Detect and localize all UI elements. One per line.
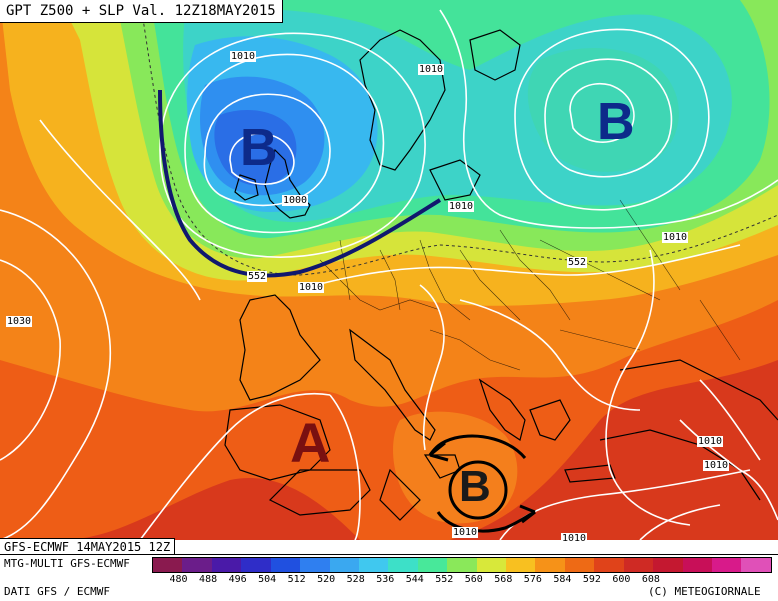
coastlines <box>224 29 778 521</box>
isobar-label: 1010 <box>448 201 475 212</box>
color-scale-swatch <box>594 558 624 572</box>
height-label: 552 <box>567 257 588 268</box>
color-scale-swatch <box>653 558 683 572</box>
cutoff-low-marker: B <box>459 462 491 511</box>
color-scale-ticks: 480 488 496 504 512 520 528 536 544 552 560 568 576 5… <box>152 573 772 587</box>
color-scale-tick-label: 520 <box>317 574 336 585</box>
isobar-label: 1010 <box>561 533 588 544</box>
country-borders <box>319 199 741 371</box>
color-scale-bar <box>152 557 772 573</box>
weather-map <box>0 0 778 540</box>
color-scale-tick-label: 560 <box>464 574 483 585</box>
color-scale-tick-label: 504 <box>258 574 277 585</box>
color-scale-swatch <box>712 558 742 572</box>
color-scale-tick-label: 592 <box>582 574 601 585</box>
model-label: MTG-MULTI GFS-ECMWF <box>4 557 130 570</box>
color-scale-swatch <box>358 558 389 572</box>
color-scale-swatch <box>300 558 330 572</box>
color-scale-swatch <box>623 558 654 572</box>
high-pressure-marker: A <box>290 411 331 474</box>
color-scale-tick-label: 488 <box>199 574 218 585</box>
color-scale-tick-label: 608 <box>641 574 660 585</box>
height-contour-552 <box>139 0 778 276</box>
color-scale-swatch <box>535 558 565 572</box>
field-504-band <box>214 110 297 186</box>
isobar-label: 1010 <box>703 460 730 471</box>
color-scale-tick-label: 544 <box>405 574 424 585</box>
color-scale-tick-label: 568 <box>494 574 513 585</box>
color-scale-swatch <box>241 558 271 572</box>
color-scale-swatch <box>506 558 536 572</box>
color-scale-swatch <box>182 558 212 572</box>
color-scale-swatch <box>447 558 477 572</box>
color-scale-swatch <box>741 558 771 572</box>
run-info: GFS-ECMWF 14MAY2015 12Z <box>0 538 176 555</box>
footer: MTG-MULTI GFS-ECMWF DATI GFS / ECMWF (C)… <box>0 554 778 601</box>
color-scale-swatch <box>682 558 713 572</box>
color-scale-tick-label: 584 <box>553 574 572 585</box>
isobar-label: 1010 <box>298 282 325 293</box>
color-scale-swatch <box>417 558 448 572</box>
color-scale-swatch <box>388 558 418 572</box>
field-east-low-core <box>527 48 679 172</box>
color-scale-tick-label: 536 <box>376 574 395 585</box>
color-scale-swatch <box>153 558 183 572</box>
isobar-label: 1000 <box>282 195 309 206</box>
color-scale-tick-label: 512 <box>287 574 306 585</box>
isobar-label: 1030 <box>6 316 33 327</box>
isobar-label: 1010 <box>662 232 689 243</box>
height-label: 552 <box>247 271 268 282</box>
color-scale-swatch <box>329 558 359 572</box>
color-scale-swatch <box>564 558 595 572</box>
color-scale-tick-label: 480 <box>169 574 188 585</box>
color-scale-tick-label: 576 <box>523 574 542 585</box>
map-title: GPT Z500 + SLP Val. 12Z18MAY2015 <box>0 0 283 23</box>
low-pressure-marker-atlantic: B <box>240 119 278 177</box>
color-scale-tick-label: 552 <box>435 574 454 585</box>
color-scale-tick-label: 496 <box>228 574 247 585</box>
copyright-label: (C) METEOGIORNALE <box>648 585 761 598</box>
color-scale-tick-label: 600 <box>612 574 631 585</box>
color-scale-swatch <box>211 558 242 572</box>
color-scale-swatch <box>270 558 301 572</box>
isobar-label: 1010 <box>697 436 724 447</box>
color-scale: 480 488 496 504 512 520 528 536 544 552 560 568 576 5… <box>152 557 772 587</box>
circulation-arrows <box>428 434 536 533</box>
isobar-label: 1010 <box>418 64 445 75</box>
isobar-label: 1010 <box>230 51 257 62</box>
data-source-label: DATI GFS / ECMWF <box>4 585 110 598</box>
trough-line <box>158 89 442 278</box>
color-scale-swatch <box>476 558 507 572</box>
color-scale-tick-label: 528 <box>346 574 365 585</box>
isobar-label: 1010 <box>452 527 479 538</box>
low-pressure-marker-east: B <box>597 93 635 151</box>
